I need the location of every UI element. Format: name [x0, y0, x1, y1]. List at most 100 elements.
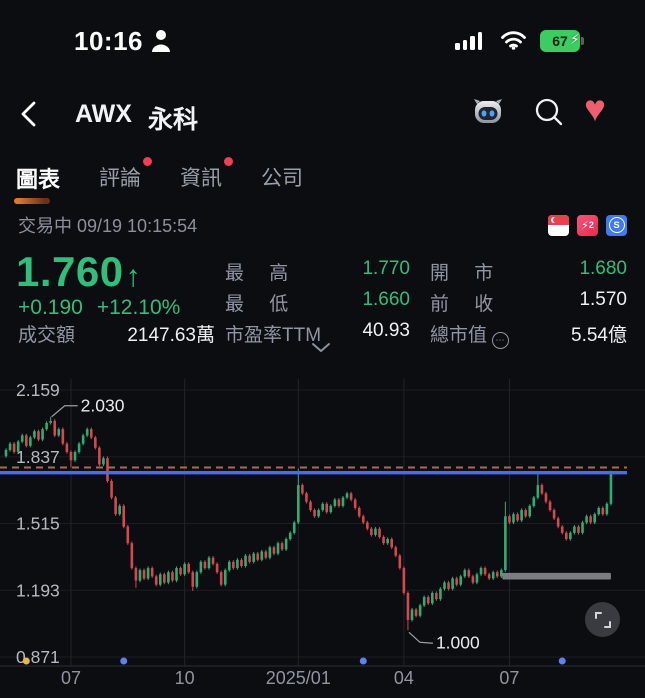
candle-body	[244, 555, 247, 566]
tab-comments[interactable]: 評論	[99, 157, 153, 204]
event-dot	[558, 657, 566, 665]
candle-body	[577, 526, 580, 533]
candle-body	[89, 429, 93, 438]
fullscreen-button[interactable]	[585, 602, 620, 637]
candle-body	[321, 503, 324, 511]
pe-ttm-value: 40.93	[362, 320, 410, 341]
stock-name: 永科	[147, 106, 198, 134]
candle-body	[439, 588, 442, 600]
candle-body	[20, 435, 24, 442]
candle-body	[167, 572, 170, 583]
market-cap-value: 5.54億	[571, 325, 627, 346]
candle-body	[292, 522, 296, 533]
candle-body	[8, 443, 12, 450]
tab-chart[interactable]: 圖表	[14, 160, 60, 204]
candle-body	[390, 539, 393, 548]
candle-body	[418, 605, 422, 616]
candle-body	[215, 563, 219, 573]
y-axis-label: 0.871	[16, 647, 60, 667]
y-axis-label: 2.159	[16, 380, 60, 400]
candle-body	[435, 592, 438, 600]
stock-symbol: AWX	[75, 100, 132, 128]
candle-body	[536, 485, 540, 498]
title-bar: AWX 永科 ♥	[0, 88, 645, 142]
x-axis-label: 04	[394, 668, 414, 688]
back-button[interactable]	[18, 98, 40, 130]
tab-company[interactable]: 公司	[261, 167, 304, 190]
candle-body	[57, 429, 61, 436]
expand-quote-chevron[interactable]	[310, 342, 332, 354]
candle-body	[248, 555, 251, 562]
y-axis-label: 1.193	[16, 580, 60, 600]
high-label: 最 高	[225, 263, 289, 284]
candle-body	[386, 539, 389, 544]
tab-news[interactable]: 資訊	[180, 157, 234, 204]
event-dot	[359, 657, 367, 665]
candle-body	[195, 572, 199, 587]
low-value: 1.660	[362, 289, 410, 310]
candle-body	[479, 568, 483, 575]
price-chart[interactable]: 2.159 1.837 1.515 1.193 0.871 07 10 2025/01 04 07…	[0, 375, 645, 698]
candle-body	[203, 561, 207, 569]
tab-bar: 圖表 評論 資訊 公司	[14, 157, 304, 204]
open-value: 1.680	[579, 258, 627, 279]
candle-body	[33, 431, 36, 438]
candle-body	[12, 443, 16, 452]
event-dot	[120, 657, 128, 665]
x-axis-label: 07	[61, 668, 81, 688]
high-value: 1.770	[362, 258, 410, 279]
battery-percent: 67	[552, 33, 568, 49]
candle-body	[41, 429, 44, 440]
candle-body	[126, 526, 130, 544]
cellular-signal-icon	[455, 32, 482, 50]
candle-body	[483, 568, 487, 575]
candle-body	[211, 557, 215, 564]
candle-body	[508, 516, 511, 523]
candle-body	[77, 443, 81, 452]
candle-body	[512, 514, 515, 523]
candle-body	[581, 522, 584, 533]
candle-body	[516, 514, 519, 521]
market-badges: ⚡ 2 S	[548, 214, 627, 236]
candle-body	[16, 441, 20, 452]
candle-body	[569, 532, 572, 540]
candle-body	[487, 574, 491, 579]
candle-body	[544, 493, 548, 502]
active-tab-underline	[14, 198, 50, 204]
candle-body	[154, 576, 158, 585]
candle-body	[317, 510, 320, 517]
candle-body	[366, 522, 369, 529]
search-icon[interactable]	[533, 96, 565, 128]
y-axis-label: 1.837	[16, 447, 60, 467]
candle-body	[114, 497, 117, 515]
charging-bolt-icon: ⚡	[570, 31, 580, 47]
annotation-low: 1.000	[436, 632, 480, 652]
annotation-line	[51, 405, 78, 418]
candle-body	[467, 570, 471, 577]
candle-body	[422, 597, 426, 606]
lightning-level2-icon[interactable]: ⚡ 2	[577, 214, 598, 236]
candle-body	[94, 437, 97, 448]
candle-body	[175, 568, 178, 581]
market-cap-label: 總市值 ⋯	[430, 320, 510, 349]
info-circle-icon[interactable]: ⋯	[492, 332, 510, 349]
candle-body	[223, 570, 227, 585]
candle-body	[45, 422, 48, 430]
candle-body	[53, 420, 57, 436]
candle-body	[451, 578, 454, 589]
annotation-high: 2.030	[81, 396, 125, 416]
candle-body	[443, 582, 446, 589]
heart-favorite-icon[interactable]: ♥	[584, 88, 606, 129]
s-market-icon[interactable]: S	[606, 214, 627, 236]
singapore-flag-icon	[548, 214, 569, 236]
annotation-line	[408, 631, 433, 644]
candle-body	[73, 451, 77, 461]
candle-body	[447, 582, 450, 589]
battery-charging-icon: 67 ⚡	[540, 30, 588, 52]
robot-assistant-icon[interactable]	[471, 94, 505, 128]
candle-body	[593, 514, 596, 523]
candle-body	[520, 510, 523, 521]
candle-body	[329, 505, 333, 513]
candle-body	[463, 570, 467, 577]
